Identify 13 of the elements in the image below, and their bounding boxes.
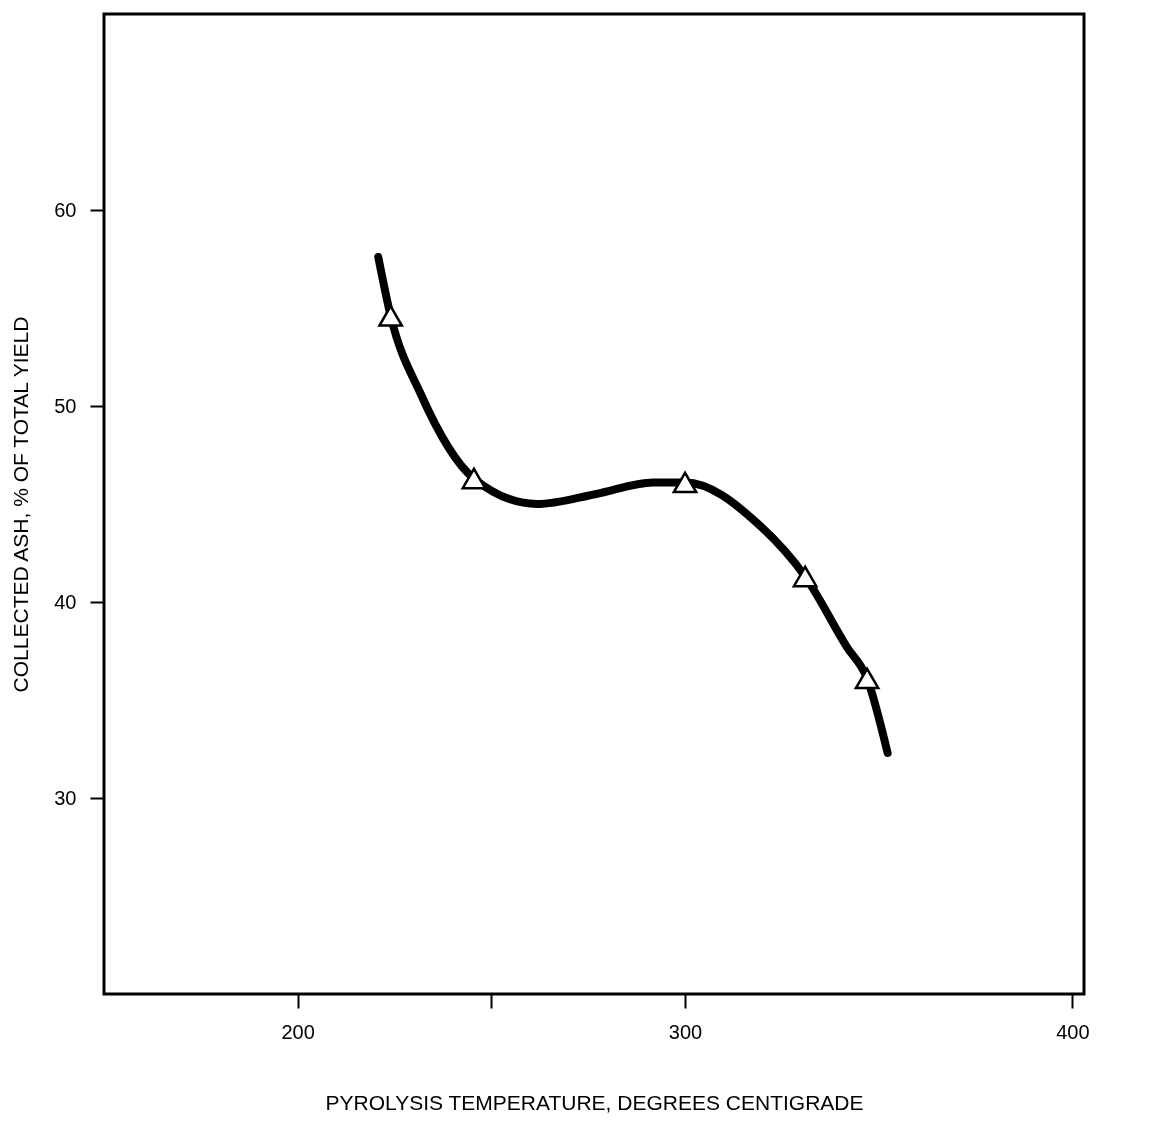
point <box>378 304 404 327</box>
x-tick-label: 300 <box>668 1020 703 1043</box>
point <box>672 471 698 494</box>
point <box>854 667 880 690</box>
x-tick-label: 200 <box>281 1020 315 1043</box>
y-tick-label: 30 <box>54 786 77 809</box>
point <box>792 565 818 588</box>
y-tick-label: 50 <box>54 394 77 417</box>
y-tick-label: 60 <box>54 198 77 221</box>
x-tick-label: 400 <box>1056 1020 1090 1043</box>
x-axis-title: PYROLYSIS TEMPERATURE, DEGREES CENTIGRADE <box>325 1090 864 1114</box>
y-axis-title: COLLECTED ASH, % OF TOTAL YIELD <box>9 316 33 693</box>
y-tick-label: 40 <box>54 590 77 613</box>
